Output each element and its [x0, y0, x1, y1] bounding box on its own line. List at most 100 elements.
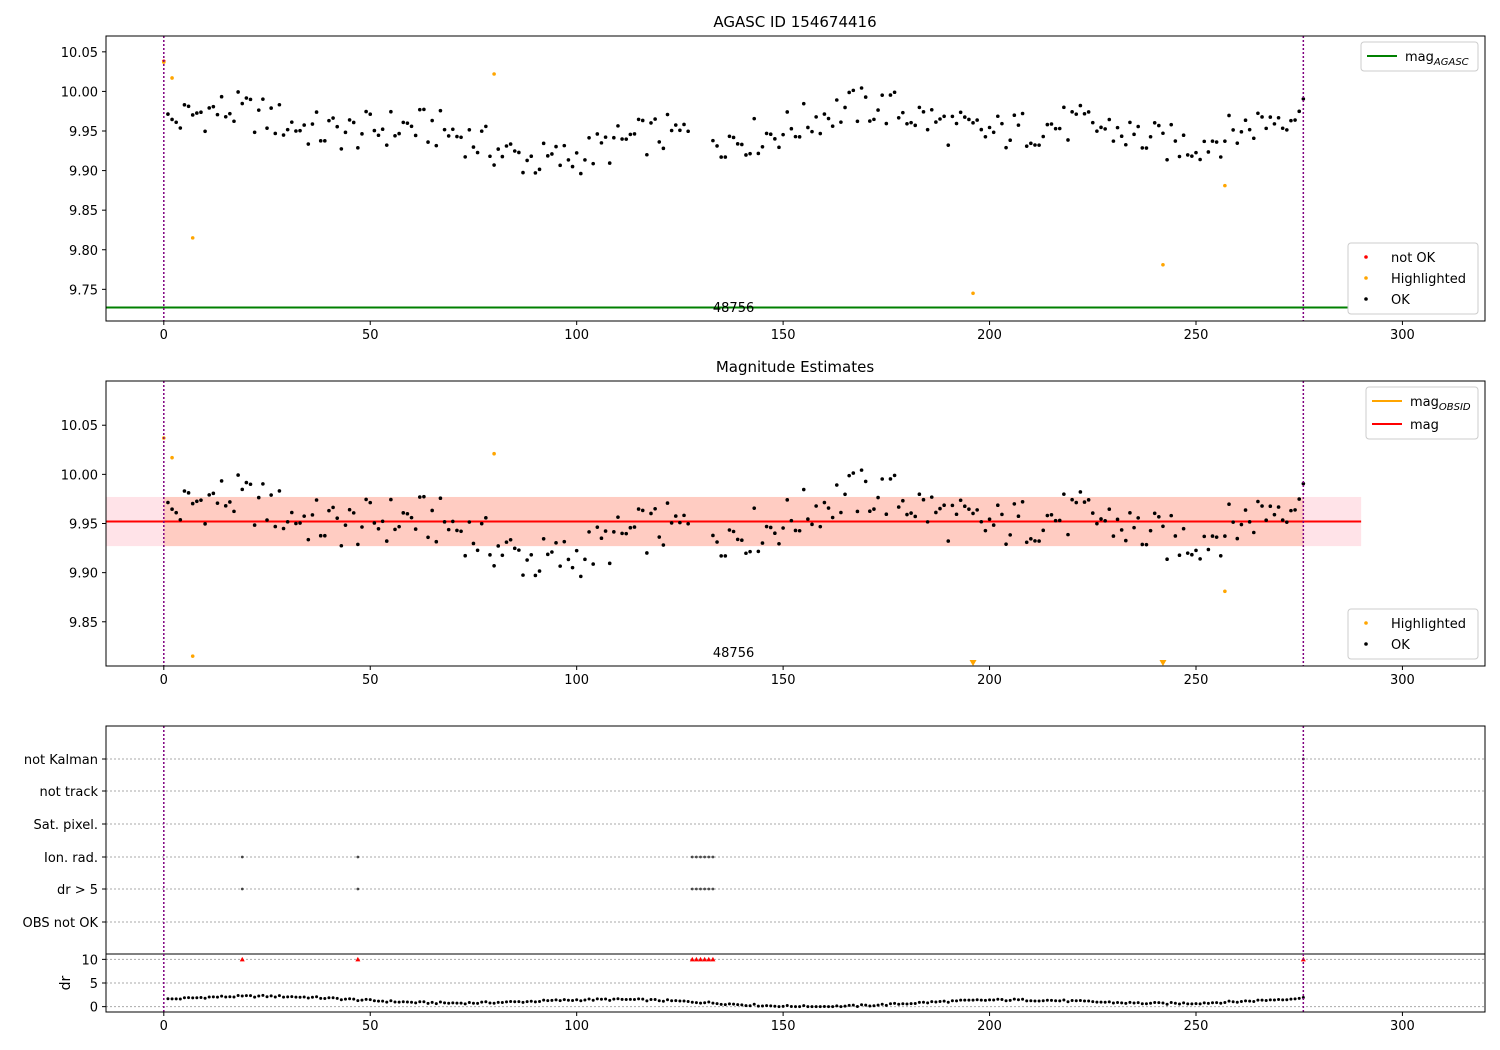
dr-point [798, 1005, 802, 1009]
ok-point [1157, 123, 1161, 128]
ok-point [1049, 513, 1054, 517]
dr-point [269, 994, 273, 998]
ok-point [281, 133, 286, 137]
ok-point [1074, 112, 1079, 116]
ok-point [1165, 157, 1169, 162]
dr-point [666, 998, 670, 1002]
ok-point [1202, 534, 1207, 539]
dr-point [294, 995, 298, 999]
dr-point [715, 1002, 719, 1006]
highlighted-point [971, 291, 975, 296]
ok-point [574, 151, 579, 155]
dr-point [504, 1000, 508, 1004]
dr-tick-label: 0 [90, 1001, 98, 1016]
ok-point [929, 495, 934, 499]
ok-point [1029, 141, 1033, 146]
dr-point [187, 996, 191, 1000]
ok-point [735, 142, 740, 146]
ok-point [170, 117, 174, 122]
ok-point [839, 120, 843, 124]
ok-point [545, 552, 550, 557]
dr-point [913, 1002, 917, 1006]
ok-point [595, 525, 600, 529]
ok-point [764, 131, 769, 136]
ok-point [347, 507, 352, 512]
panel1-ytick-label: 10.05 [61, 46, 98, 61]
dr-point [1215, 1001, 1219, 1005]
ok-point [723, 155, 728, 159]
ok-point [190, 501, 195, 506]
ok-point [1148, 134, 1153, 139]
ok-point [859, 468, 864, 472]
dr-point [315, 995, 319, 999]
panel1-ytick-label: 9.95 [69, 125, 98, 140]
ok-point [446, 527, 451, 532]
ok-point [463, 553, 468, 558]
dr-point [1264, 999, 1268, 1003]
ok-point [715, 540, 719, 544]
ok-point [405, 511, 410, 516]
ok-point [901, 498, 905, 503]
dr-point [356, 999, 360, 1003]
ok-point [1206, 547, 1211, 552]
dr-point [220, 994, 224, 998]
flag-point [711, 887, 715, 891]
dr-point [893, 1001, 897, 1005]
ok-point [302, 514, 306, 518]
ok-point [946, 143, 951, 147]
dr-point [921, 1000, 925, 1004]
dr-point [727, 1002, 731, 1006]
ok-point [1004, 145, 1008, 150]
legend-entry-main: mag [1410, 418, 1439, 433]
ok-point [768, 132, 773, 137]
dr-point [678, 999, 682, 1003]
dr-point [789, 1004, 793, 1008]
ok-point [603, 135, 608, 139]
ok-point [1239, 130, 1244, 134]
flag-row-label: OBS not OK [23, 916, 99, 931]
ok-point [223, 114, 228, 119]
legend-bottom-box [1347, 242, 1479, 315]
dr-point [1144, 1002, 1148, 1006]
dr-point [488, 1001, 492, 1005]
ok-point [479, 129, 484, 133]
ok-point [1243, 118, 1248, 122]
dr-point [397, 1000, 401, 1004]
dr-point [583, 998, 587, 1002]
panel2-ytick-label: 9.95 [69, 518, 98, 533]
ok-point [632, 525, 637, 529]
ok-point [1062, 105, 1066, 110]
panel-magnitude-legend-bottom: Highlighted OK [1347, 608, 1479, 660]
dr-point [455, 1001, 459, 1005]
ok-point [917, 105, 922, 110]
ok-point [1198, 557, 1202, 561]
ok-point [182, 489, 187, 493]
ok-point [244, 480, 249, 485]
ok-point [1103, 127, 1107, 131]
ok-point [1185, 551, 1190, 555]
ok-point [1090, 120, 1095, 125]
ok-point [1173, 139, 1178, 143]
ok-point [186, 104, 191, 109]
p1-xtick-label: 0 [160, 673, 168, 688]
ok-point [1057, 126, 1062, 131]
ok-point [323, 139, 327, 143]
ok-point [1210, 534, 1215, 538]
ok-point [810, 522, 814, 527]
flag-point [699, 887, 702, 891]
ok-point [1280, 518, 1285, 522]
ok-point [508, 142, 513, 146]
ok-point [962, 115, 967, 119]
ok-point [1029, 537, 1033, 541]
ok-point [1214, 140, 1219, 144]
ok-point [806, 125, 810, 130]
ok-point [558, 163, 562, 168]
ok-point [269, 493, 273, 497]
ok-point [1268, 504, 1273, 509]
ok-point [484, 516, 488, 520]
ok-point [1086, 498, 1091, 502]
ok-point [1289, 508, 1293, 513]
dr-point [550, 998, 554, 1002]
dr-point [1037, 999, 1041, 1003]
ok-point [880, 477, 885, 481]
